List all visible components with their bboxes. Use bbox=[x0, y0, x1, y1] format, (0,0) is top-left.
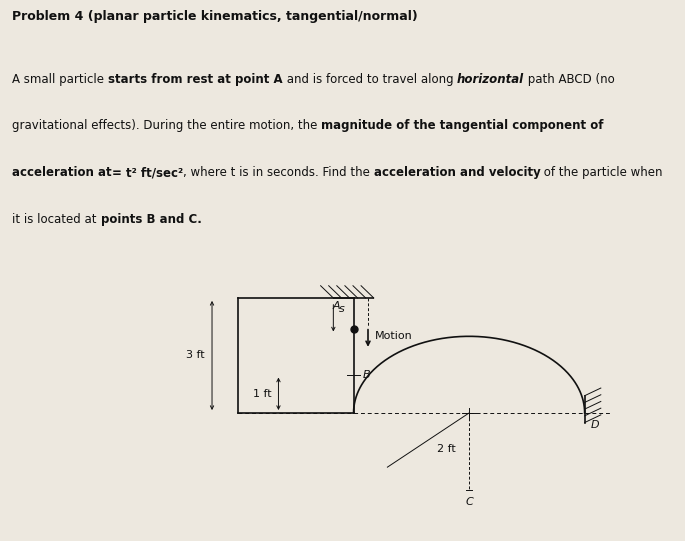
Text: t: t bbox=[106, 166, 112, 179]
Text: A: A bbox=[332, 301, 340, 311]
Text: A small particle: A small particle bbox=[12, 72, 108, 85]
Text: , where t is in seconds. Find the: , where t is in seconds. Find the bbox=[183, 166, 374, 179]
Text: C: C bbox=[465, 497, 473, 506]
Text: = t² ft/sec²: = t² ft/sec² bbox=[112, 166, 183, 179]
Text: s: s bbox=[339, 305, 345, 314]
Text: Motion: Motion bbox=[375, 331, 412, 341]
Text: 1 ft: 1 ft bbox=[253, 389, 271, 399]
Text: points B and C.: points B and C. bbox=[101, 213, 201, 226]
Text: gravitational effects). During the entire motion, the: gravitational effects). During the entir… bbox=[12, 120, 321, 133]
Text: B: B bbox=[362, 370, 370, 380]
Text: D: D bbox=[590, 420, 599, 430]
Text: magnitude of the tangential component of: magnitude of the tangential component of bbox=[321, 120, 604, 133]
Text: acceleration a: acceleration a bbox=[12, 166, 106, 179]
Text: 2 ft: 2 ft bbox=[437, 444, 456, 454]
Text: Problem 4 (planar particle kinematics, tangential/normal): Problem 4 (planar particle kinematics, t… bbox=[12, 10, 418, 23]
Text: acceleration and velocity: acceleration and velocity bbox=[374, 166, 540, 179]
Text: it is located at: it is located at bbox=[12, 213, 101, 226]
Text: path ABCD (no: path ABCD (no bbox=[524, 72, 615, 85]
Text: horizontal: horizontal bbox=[457, 72, 524, 85]
Text: starts from rest at point A: starts from rest at point A bbox=[108, 72, 283, 85]
Text: 3 ft: 3 ft bbox=[186, 351, 205, 360]
Text: of the particle when: of the particle when bbox=[540, 166, 663, 179]
Text: and is forced to travel along: and is forced to travel along bbox=[283, 72, 457, 85]
